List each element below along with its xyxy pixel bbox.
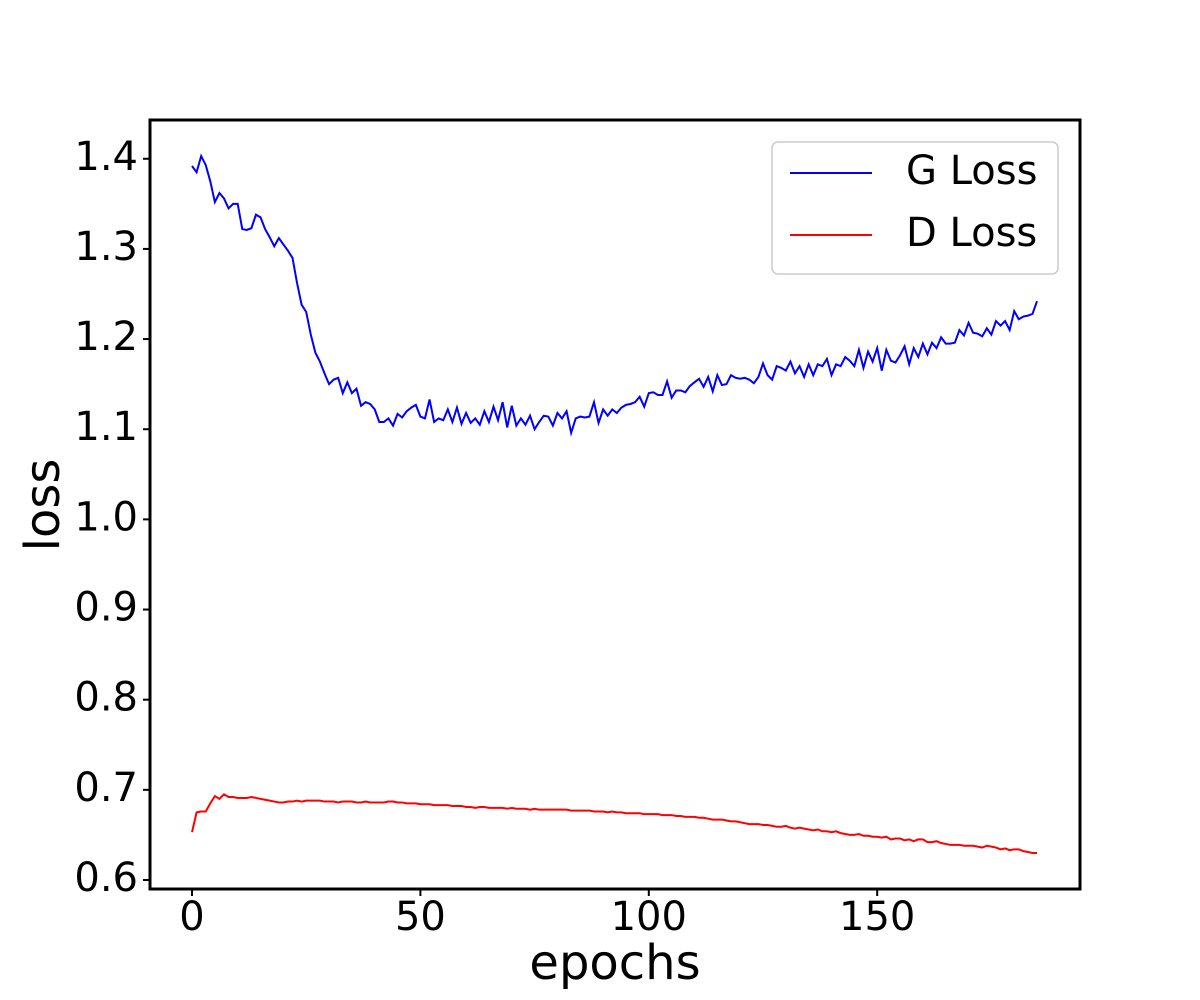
y-tick-label: 0.7 <box>74 765 138 811</box>
x-tick-label: 50 <box>395 894 446 940</box>
y-tick-label: 1.4 <box>74 134 138 180</box>
y-tick-label: 1.2 <box>74 314 138 360</box>
line-series <box>191 793 1038 854</box>
legend-box <box>771 141 1059 275</box>
y-tick-label: 0.9 <box>74 585 138 631</box>
y-tick-label: 1.1 <box>74 404 138 450</box>
x-axis-label: epochs <box>529 935 700 991</box>
line-series <box>191 153 1039 437</box>
plot-frame <box>148 118 1082 891</box>
y-axis-label: loss <box>15 459 71 552</box>
x-tick-label: 150 <box>839 894 915 940</box>
y-tick-label: 0.8 <box>74 675 138 721</box>
x-tick-label: 100 <box>611 894 687 940</box>
legend-label: G Loss <box>906 148 1037 194</box>
y-tick-label: 0.6 <box>74 855 138 901</box>
legend-label: D Loss <box>906 210 1037 256</box>
y-tick-label: 1.0 <box>74 494 138 540</box>
y-tick-label: 1.3 <box>74 224 138 270</box>
x-tick-label: 0 <box>179 894 204 940</box>
